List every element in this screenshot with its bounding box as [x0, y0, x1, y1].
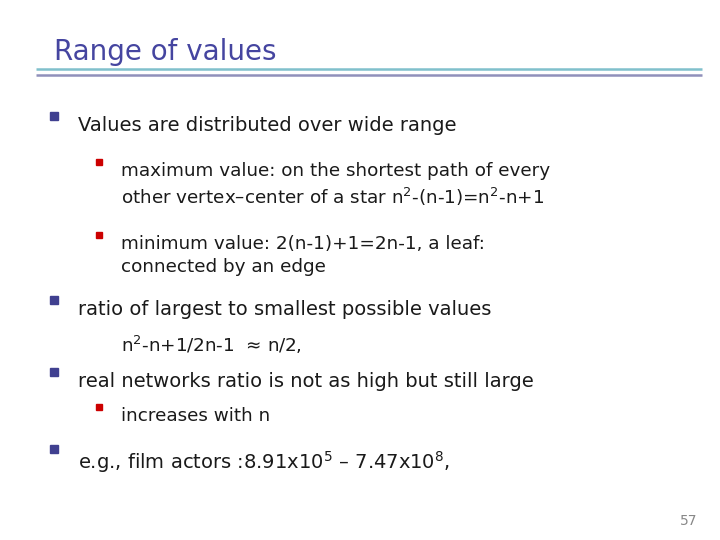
Text: 57: 57: [680, 514, 697, 528]
Text: ratio of largest to smallest possible values: ratio of largest to smallest possible va…: [78, 300, 491, 319]
Text: increases with n: increases with n: [121, 407, 270, 424]
Text: real networks ratio is not as high but still large: real networks ratio is not as high but s…: [78, 372, 534, 390]
Text: minimum value: 2(n-1)+1=2n-1, a leaf:
connected by an edge: minimum value: 2(n-1)+1=2n-1, a leaf: co…: [121, 235, 485, 276]
Text: Values are distributed over wide range: Values are distributed over wide range: [78, 116, 456, 135]
Text: n$^{2}$-n+1/2n-1  ≈ n/2,: n$^{2}$-n+1/2n-1 ≈ n/2,: [121, 334, 302, 356]
Text: maximum value: on the shortest path of every
other vertex–center of a star n$^{2: maximum value: on the shortest path of e…: [121, 162, 550, 208]
Text: e.g., film actors :8.91x10$^{5}$ – 7.47x10$^{8}$,: e.g., film actors :8.91x10$^{5}$ – 7.47x…: [78, 449, 450, 475]
Text: Range of values: Range of values: [54, 38, 276, 66]
